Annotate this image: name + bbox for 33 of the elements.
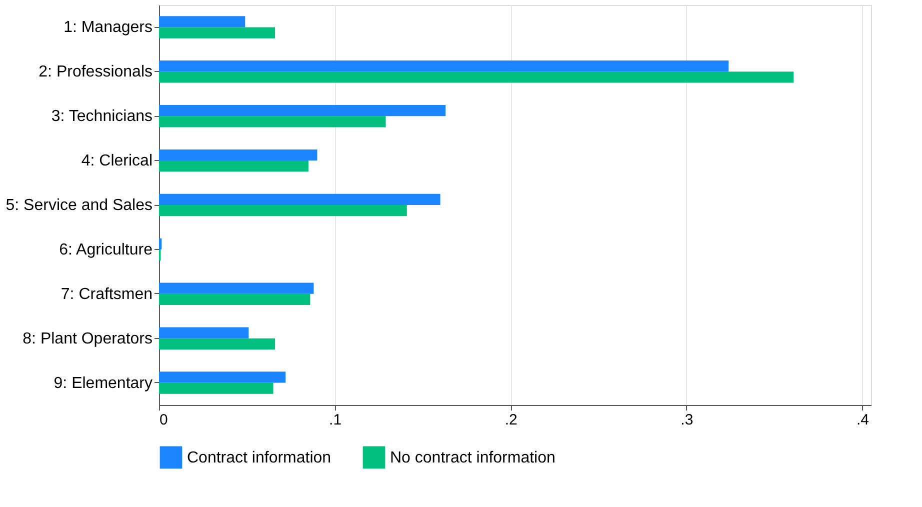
legend-label: No contract information bbox=[390, 449, 556, 466]
y-tick-label: 5: Service and Sales bbox=[6, 197, 152, 214]
bar bbox=[159, 60, 729, 72]
bar bbox=[159, 116, 386, 128]
bar bbox=[159, 282, 314, 294]
bar bbox=[159, 27, 276, 38]
y-tick-label: 2: Professionals bbox=[38, 64, 152, 81]
bar bbox=[159, 16, 246, 28]
y-tick-label: 1: Managers bbox=[64, 19, 152, 36]
x-tick-label: .4 bbox=[856, 412, 869, 428]
y-tick-label: 6: Agriculture bbox=[59, 241, 153, 258]
bar bbox=[159, 105, 446, 116]
bar bbox=[159, 238, 162, 250]
x-tick-label: .1 bbox=[329, 412, 342, 428]
bar bbox=[159, 205, 407, 216]
y-tick-label: 8: Plant Operators bbox=[22, 330, 152, 348]
bar bbox=[159, 194, 440, 205]
x-tick-label: 0 bbox=[160, 412, 168, 428]
bar bbox=[159, 327, 249, 338]
y-tick-label: 3: Technicians bbox=[51, 108, 152, 126]
bar bbox=[159, 294, 310, 305]
bar bbox=[159, 72, 794, 83]
y-tick-label: 4: Clerical bbox=[81, 152, 152, 170]
bar bbox=[159, 338, 276, 350]
legend-label: Contract information bbox=[187, 449, 332, 466]
bar bbox=[159, 160, 308, 172]
x-tick-label: .3 bbox=[680, 412, 694, 428]
y-tick-label: 9: Elementary bbox=[54, 374, 152, 392]
y-tick-label: 7: Craftsmen bbox=[60, 286, 152, 303]
x-tick-label: .2 bbox=[504, 412, 518, 428]
bar bbox=[159, 382, 274, 394]
bar bbox=[159, 149, 318, 161]
bar bbox=[159, 372, 286, 383]
